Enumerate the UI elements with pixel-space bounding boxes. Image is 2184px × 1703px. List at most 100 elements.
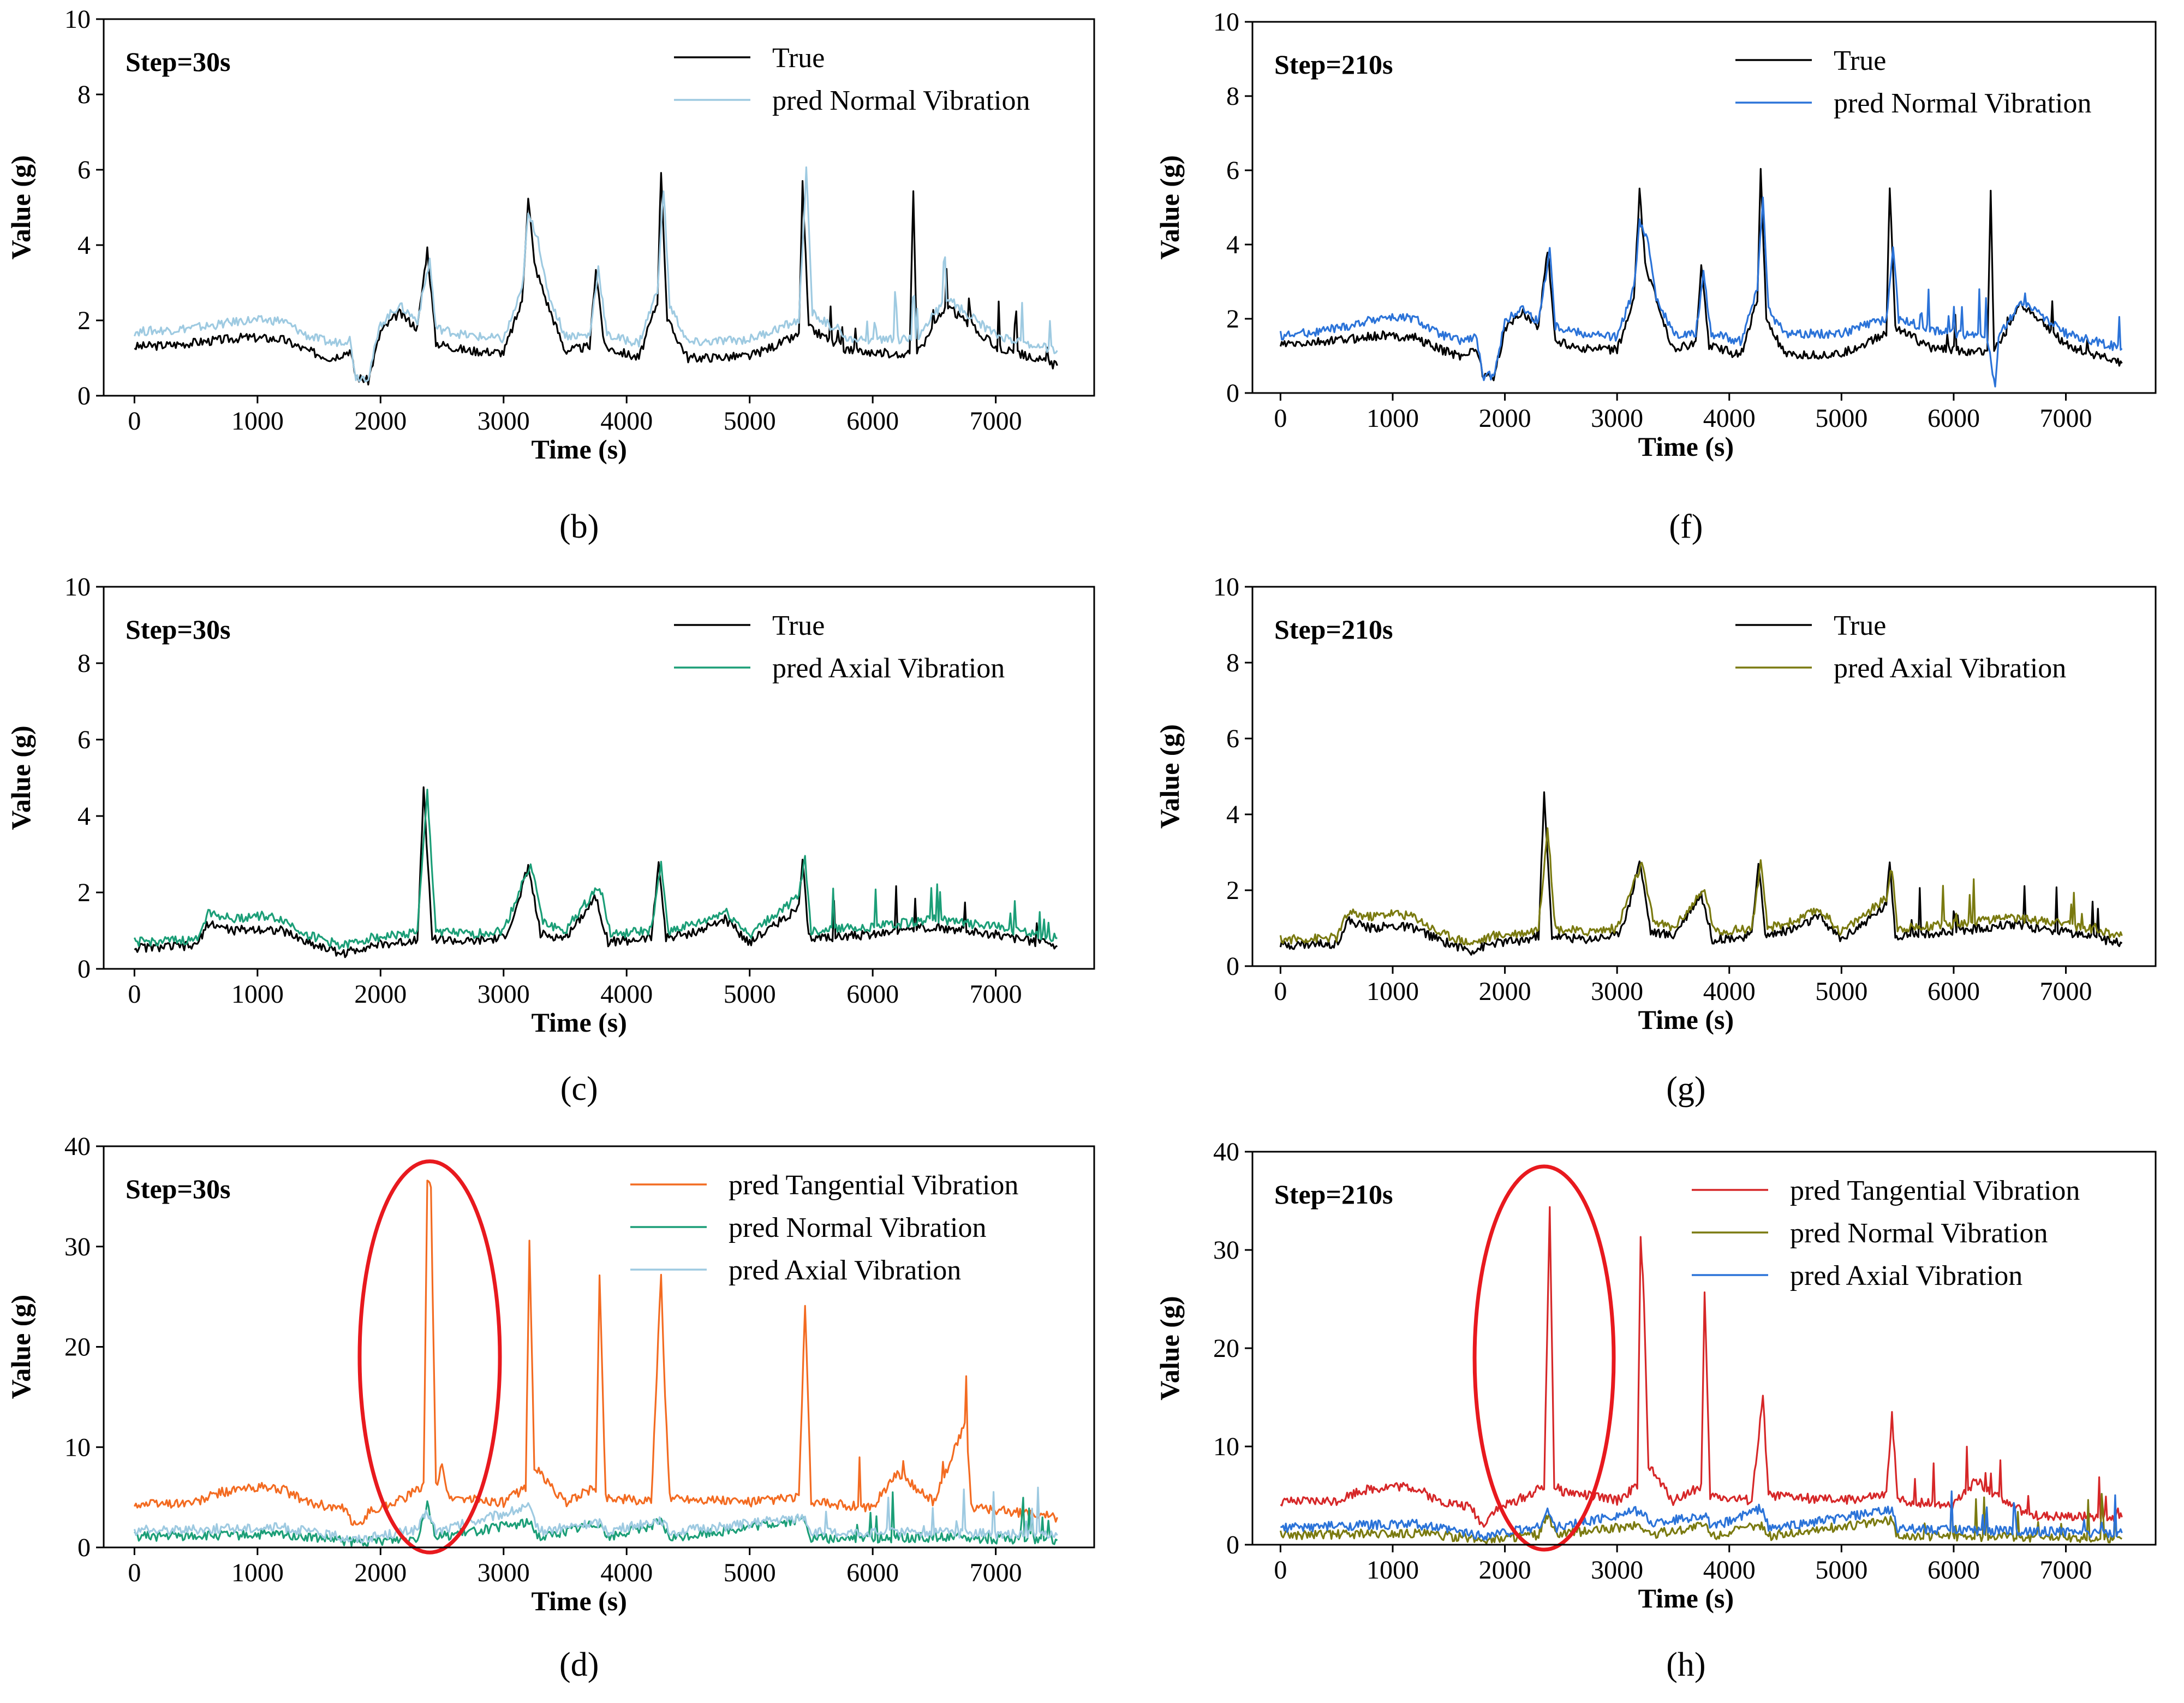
series-line-0 [1279,168,2123,382]
x-tick-label: 1000 [231,980,284,1009]
plot-frame [1251,21,2157,394]
panel-caption: (b) [559,508,599,545]
y-tick-label: 2 [77,878,91,907]
y-tick-label: 4 [1226,800,1239,829]
x-tick-label: 0 [128,1558,141,1587]
legend-entry: True [1834,610,1886,641]
y-axis-label: Value (g) [5,725,36,830]
x-tick-label: 0 [1274,1556,1287,1585]
series-line-1 [133,789,1058,950]
y-axis-label: Value (g) [1154,155,1185,259]
x-tick-label: 2000 [354,1558,407,1587]
panel-h: 0 1000 2000 3000 4000 5000 6000 7000 0 10 20 30 40 Ti… [1154,1138,2157,1683]
y-tick-label: 4 [1226,230,1239,259]
x-tick-label: 7000 [2040,977,2092,1006]
x-tick-label: 1000 [1367,404,1419,433]
x-tick-label: 3000 [1591,1556,1643,1585]
x-tick-label: 6000 [846,1558,899,1587]
series-line-0 [133,1180,1058,1526]
x-axis-label: Time (s) [531,1007,626,1038]
legend-entry: pred Tangential Vibration [1790,1175,2080,1206]
x-tick-label: 3000 [1591,977,1643,1006]
x-tick-label: 5000 [1815,977,1867,1006]
x-tick-label: 2000 [1479,404,1531,433]
panel-caption: (g) [1666,1070,1705,1107]
highlight-ellipse [1472,1164,1616,1552]
y-tick-label: 0 [77,382,91,410]
panel-b: 0 1000 2000 3000 4000 5000 6000 7000 0 2 4 6 8 10 Time… [5,5,1095,545]
x-tick-label: 3000 [478,1558,530,1587]
x-tick-label: 2000 [354,407,407,436]
x-tick-label: 4000 [1703,404,1756,433]
y-tick-label: 40 [64,1132,91,1161]
x-tick-label: 0 [128,407,141,436]
y-tick-label: 6 [1226,156,1239,185]
series-line-0 [134,786,1058,958]
plot-frame [103,18,1095,397]
x-tick-label: 7000 [2040,404,2092,433]
y-tick-label: 2 [1226,305,1239,334]
x-tick-label: 6000 [1928,404,1980,433]
x-tick-label: 4000 [600,407,653,436]
y-tick-label: 0 [1226,952,1239,981]
x-axis-label: Time (s) [531,1586,626,1616]
series-line-2 [1280,1490,2123,1541]
step-annotation: Step=210s [1274,614,1393,645]
legend-entry: True [772,610,825,641]
y-tick-label: 4 [77,231,91,260]
step-annotation: Step=210s [1274,1179,1393,1210]
y-tick-label: 40 [1213,1138,1239,1166]
x-axis-label: Time (s) [531,434,626,465]
y-tick-label: 20 [1213,1334,1239,1363]
x-axis-label: Time (s) [1638,1004,1734,1035]
x-tick-label: 4000 [600,1558,653,1587]
y-tick-label: 2 [77,306,91,335]
y-tick-label: 0 [1226,1531,1239,1559]
panel-caption: (f) [1669,508,1703,545]
panel-f: 0 1000 2000 3000 4000 5000 6000 7000 0 2 4 6 8 10 Time… [1154,8,2157,545]
step-annotation: Step=30s [126,614,230,645]
y-tick-label: 10 [64,573,91,602]
x-tick-label: 1000 [1367,1556,1419,1585]
x-tick-label: 4000 [600,980,653,1009]
x-tick-label: 2000 [1479,1556,1531,1585]
legend-entry: pred Normal Vibration [772,85,1030,116]
y-axis-label: Value (g) [1154,724,1185,829]
x-tick-label: 6000 [1928,977,1980,1006]
series-line-2 [133,1486,1058,1544]
y-tick-label: 10 [1213,8,1239,37]
y-tick-label: 4 [77,802,91,831]
y-tick-label: 0 [77,1533,91,1562]
y-tick-label: 8 [77,649,91,678]
x-tick-label: 4000 [1703,1556,1756,1585]
legend-entry: pred Axial Vibration [772,653,1005,684]
plot-frame [103,586,1095,970]
legend-entry: pred Axial Vibration [729,1255,961,1286]
legend-entry: True [1834,45,1886,76]
y-tick-label: 20 [64,1333,91,1362]
y-tick-label: 8 [1226,648,1239,677]
x-tick-label: 7000 [970,407,1022,436]
y-tick-label: 6 [1226,724,1239,753]
y-tick-label: 30 [64,1232,91,1261]
legend-entry: pred Normal Vibration [1790,1218,2048,1249]
panel-g: 0 1000 2000 3000 4000 5000 6000 7000 0 2 4 6 8 10 Time… [1154,573,2157,1107]
x-tick-label: 0 [1274,977,1287,1006]
y-tick-label: 0 [77,955,91,984]
panel-caption: (c) [560,1070,598,1107]
legend-entry: True [772,43,825,74]
y-tick-label: 6 [77,156,91,184]
x-tick-label: 3000 [478,980,530,1009]
x-tick-label: 3000 [478,407,530,436]
x-tick-label: 7000 [2040,1556,2092,1585]
x-tick-label: 1000 [1367,977,1419,1006]
x-tick-label: 5000 [724,980,776,1009]
legend-entry: pred Tangential Vibration [729,1170,1018,1201]
y-axis-label: Value (g) [5,1295,36,1399]
x-tick-label: 5000 [1815,1556,1867,1585]
y-tick-label: 10 [64,5,91,34]
y-tick-label: 10 [1213,573,1239,602]
panel-caption: (d) [559,1646,599,1683]
x-tick-label: 7000 [970,980,1022,1009]
step-annotation: Step=30s [126,1174,230,1204]
